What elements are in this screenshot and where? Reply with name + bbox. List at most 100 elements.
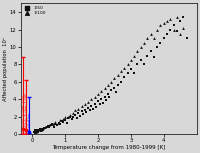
- Point: [34, 131, 37, 133]
- Point: [90, 98, 93, 100]
- Point: [133, 54, 136, 57]
- Point: [62, 121, 65, 123]
- Point: [47, 124, 50, 127]
- Point: [87, 101, 90, 103]
- Point: [87, 107, 90, 109]
- Point: [71, 112, 74, 114]
- Point: [77, 108, 80, 110]
- Point: [34, 131, 37, 134]
- Point: [162, 21, 165, 24]
- Point: [182, 15, 185, 18]
- Point: [126, 63, 129, 66]
- Point: [80, 105, 83, 107]
- Point: [48, 126, 51, 129]
- Point: [45, 126, 48, 128]
- Point: [110, 80, 113, 83]
- Point: [36, 130, 39, 133]
- Point: [119, 70, 123, 73]
- Point: [119, 80, 123, 83]
- Point: [59, 123, 62, 126]
- Point: [32, 131, 36, 133]
- Point: [179, 33, 182, 35]
- Point: [40, 130, 43, 133]
- Point: [78, 114, 82, 117]
- Point: [113, 77, 116, 80]
- Point: [41, 127, 44, 130]
- Point: [88, 109, 91, 112]
- X-axis label: Temperature change from 1980-1999 [K]: Temperature change from 1980-1999 [K]: [52, 145, 165, 149]
- Point: [41, 128, 44, 130]
- Point: [39, 128, 42, 131]
- Point: [52, 125, 55, 128]
- Point: [108, 96, 111, 99]
- Point: [101, 101, 105, 104]
- Point: [165, 33, 169, 35]
- Point: [136, 50, 139, 52]
- Point: [133, 72, 136, 74]
- Point: [96, 93, 100, 95]
- Point: [123, 76, 126, 79]
- Point: [85, 111, 88, 113]
- Point: [82, 113, 85, 115]
- Point: [142, 63, 146, 66]
- Point: [70, 118, 73, 120]
- Point: [162, 37, 165, 39]
- Point: [98, 103, 101, 106]
- Point: [116, 84, 119, 86]
- Point: [77, 112, 80, 114]
- Point: [110, 89, 113, 92]
- Point: [179, 20, 182, 22]
- Point: [67, 117, 70, 119]
- Point: [39, 129, 42, 131]
- Point: [93, 95, 96, 98]
- Point: [165, 20, 169, 22]
- Point: [136, 63, 139, 66]
- Point: [73, 114, 77, 116]
- Point: [72, 116, 75, 119]
- Point: [91, 108, 95, 110]
- Point: [95, 106, 98, 108]
- Point: [38, 129, 41, 132]
- Y-axis label: Affected population  10⁸: Affected population 10⁸: [3, 37, 8, 101]
- Point: [43, 126, 46, 128]
- Point: [106, 93, 109, 95]
- Point: [149, 33, 152, 35]
- Point: [126, 72, 129, 74]
- Point: [93, 102, 96, 105]
- Point: [152, 37, 155, 39]
- Point: [37, 129, 40, 131]
- Point: [68, 114, 72, 116]
- Point: [100, 98, 103, 100]
- Point: [103, 95, 106, 98]
- Point: [46, 125, 50, 127]
- Point: [146, 37, 149, 39]
- Point: [34, 130, 37, 132]
- Point: [73, 109, 77, 112]
- Point: [61, 118, 64, 120]
- Point: [103, 87, 106, 89]
- Point: [106, 84, 109, 86]
- Point: [35, 128, 38, 131]
- Point: [65, 121, 68, 124]
- Point: [51, 122, 54, 125]
- Point: [172, 24, 175, 26]
- Point: [182, 27, 185, 29]
- Text: observation: observation: [28, 112, 32, 132]
- Text: fixed pop. & clim. 1:50: fixed pop. & clim. 1:50: [22, 95, 26, 133]
- Legend: 1/50, 1/100: 1/50, 1/100: [22, 5, 47, 16]
- Point: [75, 117, 78, 119]
- Point: [49, 123, 52, 126]
- Point: [129, 59, 132, 61]
- Point: [54, 121, 57, 123]
- Point: [57, 121, 60, 124]
- Point: [175, 30, 178, 33]
- Point: [169, 28, 172, 31]
- Point: [36, 131, 39, 133]
- Point: [116, 74, 119, 76]
- Point: [64, 119, 67, 121]
- Point: [172, 28, 175, 31]
- Point: [42, 129, 45, 131]
- Point: [56, 121, 59, 124]
- Point: [49, 124, 52, 127]
- Point: [44, 127, 47, 130]
